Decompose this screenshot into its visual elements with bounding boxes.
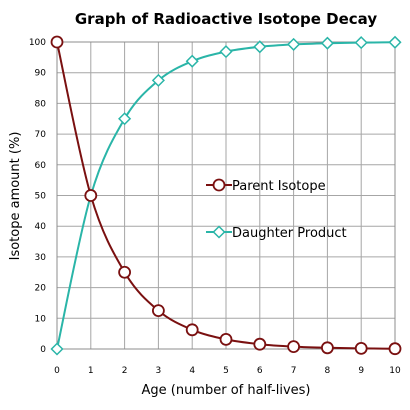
x-tick-label-3: 3 <box>156 366 162 376</box>
parent-isotope-point-9 <box>354 341 368 355</box>
legend-marker-daughter-product <box>212 225 226 239</box>
parent-isotope-point-0 <box>50 35 64 49</box>
daughter-product-point-8 <box>320 36 334 50</box>
parent-isotope-point-4 <box>185 323 199 337</box>
daughter-product-point-4 <box>185 54 199 68</box>
daughter-product-point-2 <box>118 112 132 126</box>
chart-title: Graph of Radioactive Isotope Decay <box>75 10 377 28</box>
parent-isotope-point-5 <box>219 333 233 346</box>
y-axis-label: Isotope amount (%) <box>8 132 23 261</box>
parent-isotope-point-3 <box>151 304 165 318</box>
parent-isotope-point-8 <box>320 341 334 355</box>
x-axis-label: Age (number of half-lives) <box>141 383 310 398</box>
x-tick-label-8: 8 <box>325 366 331 376</box>
y-tick-label-9: 90 <box>35 69 47 79</box>
daughter-product-point-3 <box>151 73 165 87</box>
daughter-product-point-5 <box>219 45 233 59</box>
y-tick-label-3: 30 <box>35 253 47 263</box>
x-tick-label-0: 0 <box>54 366 60 376</box>
parent-isotope-point-6 <box>253 337 267 351</box>
x-tick-label-7: 7 <box>291 366 297 376</box>
series-layer <box>50 35 402 356</box>
x-tick-label-6: 6 <box>257 366 263 376</box>
parent-isotope-point-1 <box>84 189 98 202</box>
x-tick-label-1: 1 <box>88 366 94 376</box>
y-tick-label-5: 50 <box>35 192 47 202</box>
daughter-product-point-0 <box>50 342 64 356</box>
plot-border <box>56 41 396 350</box>
x-tick-label-5: 5 <box>223 366 229 376</box>
daughter-product-point-10 <box>388 35 402 49</box>
legend-label-daughter-product: Daughter Product <box>232 226 347 241</box>
x-tick-label-9: 9 <box>358 366 364 376</box>
daughter-product-point-7 <box>287 37 301 51</box>
y-tick-label-8: 80 <box>35 99 47 109</box>
parent-isotope-point-7 <box>287 340 301 354</box>
y-tick-label-0: 0 <box>40 345 46 355</box>
daughter-product-point-9 <box>354 36 368 50</box>
y-tick-label-10: 100 <box>29 38 46 48</box>
parent-isotope-point-10 <box>388 342 402 356</box>
y-tick-label-4: 40 <box>35 222 47 232</box>
legend-label-parent-isotope: Parent Isotope <box>232 179 326 194</box>
y-tick-label-7: 70 <box>35 130 47 140</box>
y-tick-label-1: 10 <box>35 314 47 324</box>
grid <box>56 41 396 350</box>
y-tick-label-2: 20 <box>35 284 47 294</box>
x-tick-label-10: 10 <box>389 366 401 376</box>
x-tick-label-4: 4 <box>189 366 195 376</box>
y-tick-label-6: 60 <box>35 161 47 171</box>
daughter-product-point-6 <box>253 40 267 54</box>
parent-isotope-point-2 <box>118 265 131 279</box>
legend: Parent Isotope Daughter Product <box>206 178 347 241</box>
x-tick-label-2: 2 <box>122 366 128 376</box>
legend-marker-parent-isotope <box>212 178 226 192</box>
